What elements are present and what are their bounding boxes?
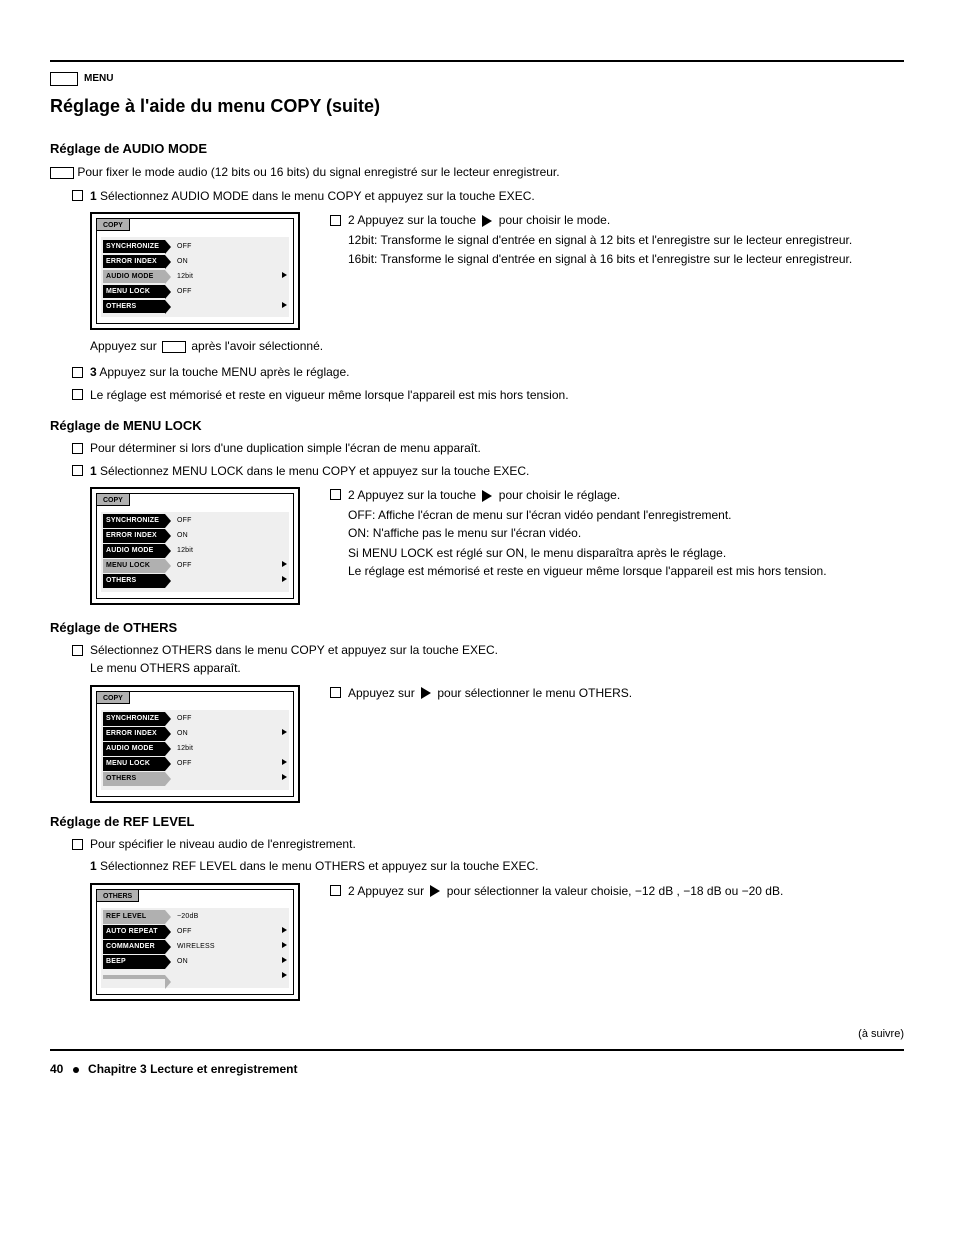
bullet-icon — [330, 687, 341, 698]
dot-icon — [73, 1067, 79, 1073]
bullet-icon — [72, 367, 83, 378]
bullet-icon — [72, 190, 83, 201]
others-heading: Réglage de OTHERS — [50, 619, 904, 637]
figure-row-3: COPY SYNCHRONIZEOFFERROR INDEXONAUDIO MO… — [90, 685, 904, 803]
figure-row-4: OTHERS REF LEVEL−20dBAUTO REPEATOFFCOMMA… — [90, 883, 904, 1001]
page-footer: 40 Chapitre 3 Lecture et enregistrement — [50, 1061, 904, 1077]
menu-key-row: MENU — [50, 72, 904, 86]
ref-step-2: 2 Appuyez sur pour sélectionner la valeu… — [330, 883, 904, 899]
lock-intro: Pour déterminer si lors d'une duplicatio… — [72, 440, 904, 456]
figure-row-1: COPY SYNCHRONIZEOFFERROR INDEXONAUDIO MO… — [90, 212, 904, 330]
menu-lock-heading: Réglage de MENU LOCK — [50, 417, 904, 435]
key-icon — [162, 341, 186, 353]
key-icon — [50, 167, 74, 179]
bottom-rule — [50, 1049, 904, 1051]
step-memorized: Le réglage est mémorisé et reste en vigu… — [72, 387, 904, 403]
menu-figure-2: COPY SYNCHRONIZEOFFERROR INDEXONAUDIO MO… — [90, 487, 300, 605]
top-rule — [50, 60, 904, 62]
menu-tab: COPY — [96, 493, 130, 506]
menu-tab: OTHERS — [96, 889, 139, 902]
ref-intro: Pour spécifier le niveau audio de l'enre… — [72, 836, 904, 852]
menu-figure-1: COPY SYNCHRONIZEOFFERROR INDEXONAUDIO MO… — [90, 212, 300, 330]
bullet-icon — [72, 465, 83, 476]
others-right: Appuyez sur pour sélectionner le menu OT… — [330, 685, 904, 701]
bullet-icon — [72, 839, 83, 850]
play-icon — [430, 885, 440, 897]
ref-level-heading: Réglage de REF LEVEL — [50, 813, 904, 831]
step-2: 2 Appuyez sur la touche pour choisir le … — [330, 212, 904, 267]
bullet-icon — [330, 215, 341, 226]
menu-key-icon — [50, 72, 78, 86]
bullet-icon — [72, 389, 83, 400]
menu-figure-4: OTHERS REF LEVEL−20dBAUTO REPEATOFFCOMMA… — [90, 883, 300, 1001]
chapter-label: Chapitre 3 Lecture et enregistrement — [88, 1062, 297, 1076]
play-icon — [421, 687, 431, 699]
play-icon — [482, 215, 492, 227]
bullet-icon — [72, 443, 83, 454]
menu-tab: COPY — [96, 691, 130, 704]
others-step: Sélectionnez OTHERS dans le menu COPY et… — [72, 642, 904, 676]
menu-key-label: MENU — [84, 72, 113, 86]
page-number: 40 — [50, 1062, 63, 1076]
bullet-icon — [72, 645, 83, 656]
menu-tab: COPY — [96, 218, 130, 231]
step-3: 3 Appuyez sur la touche MENU après le ré… — [72, 364, 904, 380]
menu-figure-3: COPY SYNCHRONIZEOFFERROR INDEXONAUDIO MO… — [90, 685, 300, 803]
fig1-caption: Appuyez sur après l'avoir sélectionné. — [90, 338, 904, 354]
play-icon — [482, 490, 492, 502]
audio-mode-intro: Pour fixer le mode audio (12 bits ou 16 … — [50, 164, 904, 180]
step-1: 1 Sélectionnez AUDIO MODE dans le menu C… — [72, 188, 904, 204]
continued-label: (à suivre) — [50, 1027, 904, 1042]
bullet-icon — [330, 489, 341, 500]
lock-step-2: 2 Appuyez sur la touche pour choisir le … — [330, 487, 904, 580]
audio-mode-heading: Réglage de AUDIO MODE — [50, 140, 904, 158]
bullet-icon — [330, 885, 341, 896]
lock-step-1: 1 Sélectionnez MENU LOCK dans le menu CO… — [72, 463, 904, 479]
page-title: Réglage à l'aide du menu COPY (suite) — [50, 94, 904, 118]
ref-step-1: 1 Sélectionnez REF LEVEL dans le menu OT… — [72, 858, 904, 874]
figure-row-2: COPY SYNCHRONIZEOFFERROR INDEXONAUDIO MO… — [90, 487, 904, 605]
